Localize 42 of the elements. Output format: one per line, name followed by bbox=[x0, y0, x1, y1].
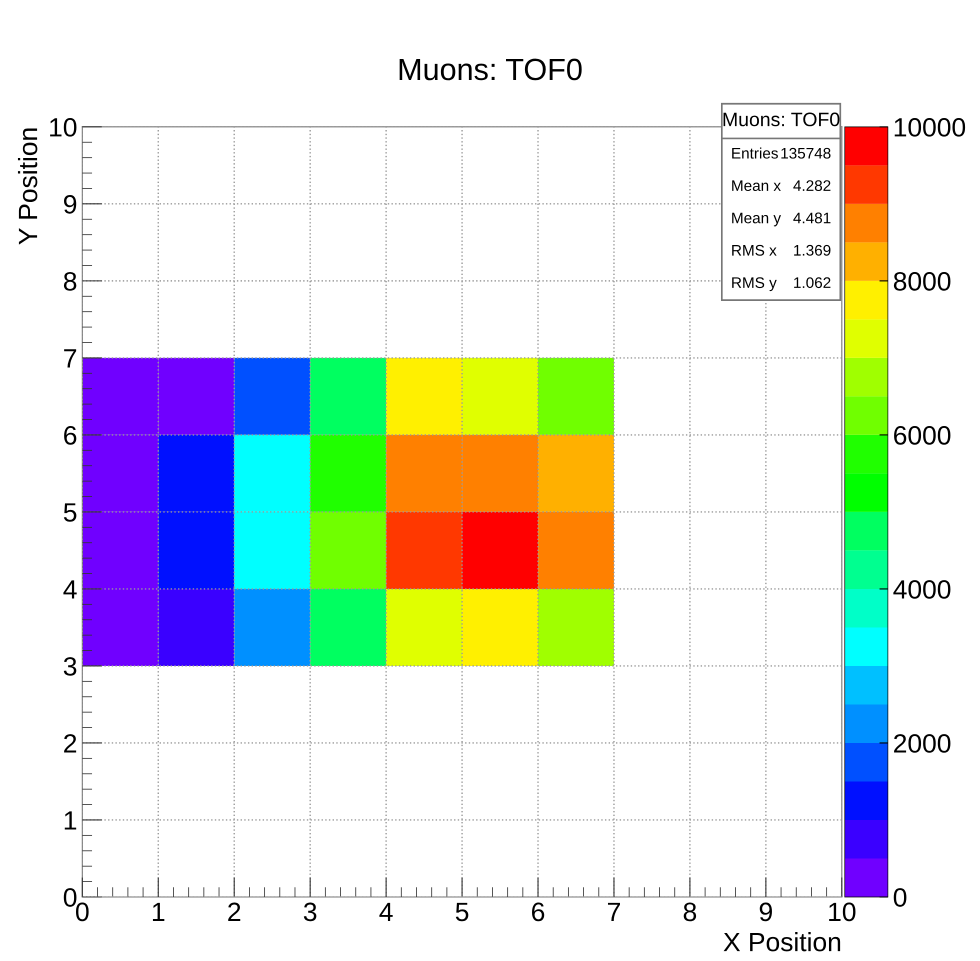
x-axis-title: X Position bbox=[724, 932, 840, 952]
x-tick-label: 7 bbox=[608, 902, 620, 921]
color-bar-label: 8000 bbox=[894, 272, 950, 291]
y-tick-label: 6 bbox=[64, 426, 76, 445]
annotation: Entries bbox=[732, 147, 778, 159]
annotation: RMS x bbox=[732, 244, 777, 256]
y-tick-label: 5 bbox=[64, 503, 76, 522]
x-tick-label: 0 bbox=[76, 902, 89, 922]
x-tick-label: 1 bbox=[152, 902, 164, 921]
x-tick-label: 9 bbox=[760, 902, 772, 922]
y-tick-label: 8 bbox=[64, 272, 76, 291]
x-tick-label: 8 bbox=[684, 902, 696, 922]
y-tick-label: 4 bbox=[63, 580, 77, 598]
annotation: 4.282 bbox=[793, 180, 830, 192]
text: Muons: TOF0 bbox=[724, 112, 840, 126]
color-bar-label: 6000 bbox=[894, 426, 950, 445]
color-bar-label: 2000 bbox=[894, 734, 950, 753]
annotation: 135748 bbox=[781, 148, 831, 159]
x-tick-label: 4 bbox=[379, 902, 393, 921]
y-tick-label: 2 bbox=[64, 734, 76, 753]
x-tick-label: 5 bbox=[456, 902, 468, 922]
color-bar-label: 4000 bbox=[893, 580, 950, 599]
x-tick-label: 10 bbox=[829, 902, 856, 922]
y-axis-title: Y Position bbox=[18, 128, 38, 245]
chart-title: Muons: TOF0 bbox=[400, 58, 582, 80]
color-bar-label: 0 bbox=[894, 888, 906, 907]
annotation: 1.369 bbox=[794, 244, 830, 256]
y-tick-label: 9 bbox=[64, 195, 76, 214]
y-tick-label: 1 bbox=[64, 811, 76, 830]
annotation: RMS y bbox=[732, 277, 777, 292]
annotation: 4.481 bbox=[793, 212, 830, 224]
annotation: Mean y bbox=[732, 212, 782, 226]
y-tick-label: 3 bbox=[64, 657, 76, 676]
y-tick-label: 7 bbox=[64, 349, 76, 368]
annotation: 1.062 bbox=[794, 277, 830, 288]
x-tick-label: 2 bbox=[228, 902, 240, 921]
color-bar-label: 10000 bbox=[894, 118, 966, 137]
y-tick-label: 0 bbox=[64, 888, 76, 907]
x-tick-label: 6 bbox=[532, 902, 544, 922]
x-tick-label: 3 bbox=[304, 902, 316, 922]
y-tick-label: 10 bbox=[50, 118, 76, 137]
annotation: Mean x bbox=[732, 180, 781, 192]
